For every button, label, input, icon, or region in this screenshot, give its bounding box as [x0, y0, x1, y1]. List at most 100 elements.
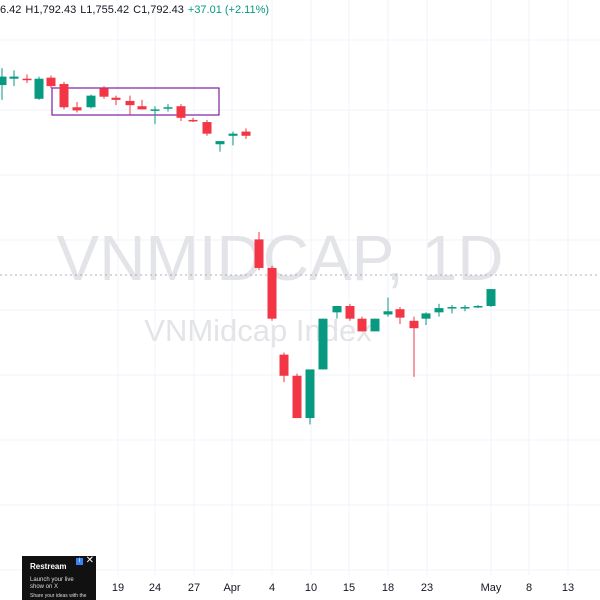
- candle[interactable]: [421, 312, 431, 326]
- ad-line-1: Launch your live: [30, 577, 74, 583]
- candle-body: [318, 318, 328, 370]
- candle[interactable]: [176, 104, 186, 121]
- x-tick-label: 24: [149, 582, 161, 594]
- x-tick-label: 10: [305, 582, 317, 594]
- candle[interactable]: [434, 303, 444, 317]
- candle-body: [434, 308, 444, 313]
- candle-body: [332, 306, 342, 313]
- candle[interactable]: [202, 119, 212, 136]
- candle[interactable]: [215, 141, 225, 152]
- candle[interactable]: [9, 70, 19, 87]
- candle[interactable]: [125, 95, 135, 115]
- x-tick-label: 4: [269, 582, 275, 594]
- candle-body: [447, 307, 457, 309]
- candle[interactable]: [86, 94, 96, 109]
- candle[interactable]: [267, 265, 277, 321]
- candle[interactable]: [99, 86, 109, 99]
- x-tick-label: 19: [112, 582, 124, 594]
- close-icon[interactable]: ✕: [85, 556, 94, 566]
- x-tick-label: May: [481, 582, 502, 594]
- candle-body: [137, 106, 147, 110]
- candle[interactable]: [241, 128, 251, 139]
- candle-body: [125, 100, 135, 106]
- candle-body: [305, 369, 315, 419]
- ohlc-high: H1,792.43: [25, 4, 77, 16]
- candle-body: [473, 306, 483, 308]
- candle[interactable]: [46, 75, 56, 89]
- candle-body: [292, 375, 302, 419]
- candle[interactable]: [22, 74, 32, 83]
- candle[interactable]: [460, 304, 470, 312]
- candle-body: [460, 307, 470, 309]
- ohlc-legend: 6.42 H1,792.43 L1,755.42 C1,792.43 +37.0…: [0, 0, 330, 20]
- candle[interactable]: [0, 68, 7, 100]
- candle[interactable]: [111, 95, 121, 106]
- candle[interactable]: [345, 303, 355, 321]
- candle[interactable]: [409, 316, 419, 377]
- grid-layer: [0, 0, 600, 575]
- candle-body: [279, 354, 289, 376]
- ohlc-low: L1,755.42: [80, 4, 130, 16]
- candle[interactable]: [486, 289, 496, 308]
- candle[interactable]: [357, 316, 367, 332]
- candle-body: [86, 95, 96, 108]
- ad-line-2: show on X: [30, 584, 59, 590]
- candle[interactable]: [254, 232, 264, 271]
- candle-body: [486, 289, 496, 306]
- candle[interactable]: [188, 117, 198, 123]
- candle-body: [254, 239, 264, 268]
- candle-body: [215, 141, 225, 145]
- candle-body: [176, 106, 186, 118]
- candle-body: [99, 88, 109, 97]
- info-icon[interactable]: i: [76, 558, 83, 565]
- ohlc-open: 6.42: [0, 4, 22, 16]
- candle-body: [59, 84, 69, 108]
- candle[interactable]: [473, 304, 483, 309]
- candle-body: [0, 76, 7, 86]
- x-tick-label: 13: [562, 582, 574, 594]
- candle[interactable]: [370, 318, 380, 332]
- ad-title: Restream: [30, 562, 67, 571]
- candle[interactable]: [72, 101, 82, 113]
- candle-body: [188, 119, 198, 122]
- candle[interactable]: [318, 318, 328, 370]
- candle-body: [9, 76, 19, 79]
- x-tick-label: 27: [188, 582, 200, 594]
- x-tick-label: 15: [343, 582, 355, 594]
- candle[interactable]: [332, 306, 342, 319]
- candle-body: [241, 131, 251, 136]
- candle-body: [22, 78, 32, 81]
- candle[interactable]: [305, 369, 315, 425]
- candle-body: [72, 107, 82, 111]
- candle[interactable]: [163, 104, 173, 112]
- x-tick-label: 23: [421, 582, 433, 594]
- candle-body: [46, 77, 56, 87]
- candle[interactable]: [137, 99, 147, 110]
- candle[interactable]: [292, 373, 302, 419]
- ohlc-change: +37.01 (+2.11%): [187, 4, 270, 16]
- ohlc-close: C1,792.43: [133, 4, 184, 16]
- candle[interactable]: [395, 307, 405, 324]
- x-tick-label: Apr: [223, 582, 240, 594]
- candle[interactable]: [228, 131, 238, 146]
- candle[interactable]: [150, 106, 160, 125]
- candle-body: [34, 78, 44, 99]
- candle[interactable]: [59, 81, 69, 110]
- candle-body: [357, 318, 367, 332]
- ad-banner[interactable]: Restream Launch your live show on X Shar…: [22, 556, 96, 600]
- candles-layer[interactable]: [0, 68, 496, 425]
- candle-body: [409, 320, 419, 329]
- candle[interactable]: [34, 76, 44, 100]
- x-axis: 19 24 27 Apr 4 10 15 18 23 May 8 13: [112, 582, 574, 594]
- candle[interactable]: [279, 352, 289, 383]
- candle[interactable]: [383, 297, 393, 317]
- candle-body: [370, 318, 380, 332]
- watermark: VNMIDCAP, 1D VNMidcap Index: [57, 222, 504, 348]
- candle-body: [383, 311, 393, 315]
- candle[interactable]: [447, 304, 457, 314]
- highlight-box[interactable]: [51, 87, 220, 116]
- candle-body: [202, 122, 212, 134]
- ad-line-3: Share your ideas with the: [30, 593, 87, 599]
